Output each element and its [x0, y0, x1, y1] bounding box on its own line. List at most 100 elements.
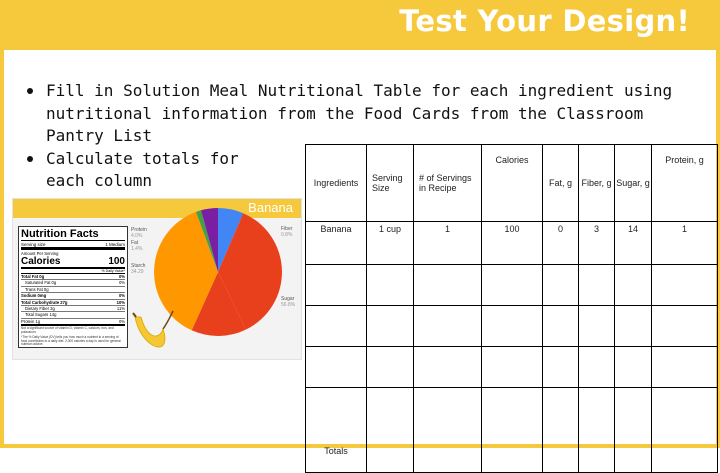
servings-cell[interactable]: 1 — [413, 221, 482, 265]
serving-size-row: Serving size 1 Medium — [21, 242, 125, 250]
table-cell[interactable] — [578, 346, 615, 388]
totals-label: Totals — [305, 387, 367, 473]
table-cell[interactable] — [542, 264, 579, 306]
macro-pie-chart — [132, 208, 282, 348]
total-cell[interactable] — [366, 387, 414, 473]
table-row: Banana 1 cup 1 100 0 3 14 1 — [305, 221, 718, 265]
nutrient-rows: Total Fat 0g 0% Saturated Fat 0g 0% Trans Fa… — [19, 274, 127, 327]
nutrient-label: Sodium 0mg — [21, 293, 47, 299]
table-cell[interactable] — [651, 264, 718, 306]
total-cell[interactable] — [481, 387, 543, 473]
totals-row: Totals — [305, 387, 718, 473]
nutrient-dv: 0% — [118, 293, 125, 299]
header-cell: Serving Size — [366, 144, 414, 222]
instruction-list: Fill in Solution Meal Nutritional Table … — [24, 80, 704, 193]
table-cell[interactable] — [481, 346, 543, 388]
table-cell[interactable] — [578, 264, 615, 306]
table-cell[interactable] — [305, 305, 367, 347]
pie-slice-sugar — [218, 213, 282, 330]
header-cell: # of Servings in Recipe — [413, 144, 482, 222]
table-cell[interactable] — [366, 305, 414, 347]
nutrient-row: Total Sugars 14g — [21, 312, 125, 319]
protein-cell[interactable]: 1 — [651, 221, 718, 265]
daily-value-header: % Daily Value* — [21, 269, 125, 274]
serving-size-cell[interactable]: 1 cup — [366, 221, 414, 265]
serving-size-value: 1 Medium — [105, 242, 125, 247]
instruction-text: Fill in Solution Meal Nutritional Table … — [46, 81, 673, 145]
pie-label-protein: Protein 4.0% — [131, 227, 147, 239]
nutrition-footnote: Not a significant source of vitamin D, v… — [21, 326, 114, 335]
table-cell[interactable] — [305, 346, 367, 388]
total-cell[interactable] — [578, 387, 615, 473]
header-cell: Sugar, g — [614, 144, 652, 222]
table-cell[interactable] — [651, 305, 718, 347]
food-card: Banana Nutrition Facts Serving size 1 Me… — [12, 198, 302, 360]
table-cell[interactable] — [651, 346, 718, 388]
pie-slice-protein — [196, 210, 218, 272]
pie-label-fat: Fat 1.4% — [131, 240, 143, 252]
nutrient-label: Saturated Fat 0g — [25, 280, 57, 286]
nutrient-dv: 0% — [118, 280, 125, 286]
pie-label-fiber: Fiber 0.8% — [281, 226, 293, 238]
header-cell: Protein, g — [651, 144, 718, 222]
nutrient-row: Dietary Fiber 3g 11% — [21, 306, 125, 313]
ingredient-cell[interactable]: Banana — [305, 221, 367, 265]
nutrient-dv: 0% — [118, 318, 125, 324]
sugar-cell[interactable]: 14 — [614, 221, 652, 265]
nutrition-table: Ingredients Serving Size # of Servings i… — [305, 144, 718, 473]
total-cell[interactable] — [413, 387, 482, 473]
nutrient-label: Total Fat 0g — [21, 274, 45, 279]
fiber-cell[interactable]: 3 — [578, 221, 615, 265]
instruction-item: Calculate totals for each column — [24, 148, 276, 193]
nutrition-facts-title: Nutrition Facts — [21, 229, 125, 241]
total-cell[interactable] — [651, 387, 718, 473]
nutrient-label: Dietary Fiber 3g — [25, 306, 55, 312]
nutrient-row: Total Fat 0g 0% — [21, 274, 125, 281]
calories-row: Calories 100 — [21, 256, 125, 269]
header-cell: Ingredients — [305, 144, 367, 222]
table-header-row: Ingredients Serving Size # of Servings i… — [305, 144, 718, 222]
total-cell[interactable] — [542, 387, 579, 473]
table-cell[interactable] — [542, 305, 579, 347]
table-cell[interactable] — [614, 305, 652, 347]
table-cell[interactable] — [366, 346, 414, 388]
table-row — [305, 264, 718, 306]
instruction-item: Fill in Solution Meal Nutritional Table … — [24, 80, 704, 148]
table-cell[interactable] — [366, 264, 414, 306]
nutrient-label: Protein 1g — [21, 318, 41, 324]
nutrient-row: Saturated Fat 0g 0% — [21, 280, 125, 287]
instruction-text: Calculate totals for each column — [46, 148, 239, 191]
pie-slice-fiber — [218, 208, 244, 272]
pie-slice-starch — [154, 211, 218, 331]
nutrient-row: Protein 1g 0% — [21, 318, 125, 327]
title-bar: Test Your Design! — [0, 0, 720, 50]
table-row — [305, 346, 718, 388]
pie-slice-fat — [201, 208, 218, 272]
nutrient-row: Sodium 0mg 0% — [21, 293, 125, 300]
slide-title: Test Your Design! — [399, 4, 690, 38]
pie-label-starch: Starch 34.29 — [131, 263, 146, 275]
table-cell[interactable] — [413, 264, 482, 306]
total-cell[interactable] — [614, 387, 652, 473]
bullet-icon — [27, 155, 33, 162]
table-row — [305, 305, 718, 347]
nutrient-label: Total Carbohydrate 27g — [21, 299, 68, 305]
bullet-icon — [27, 88, 33, 94]
table-cell[interactable] — [481, 305, 543, 347]
header-cell: Calories — [481, 144, 543, 222]
table-cell[interactable] — [413, 305, 482, 347]
table-cell[interactable] — [481, 264, 543, 306]
table-cell[interactable] — [305, 264, 367, 306]
table-cell[interactable] — [578, 305, 615, 347]
table-cell[interactable] — [614, 264, 652, 306]
nutrition-facts-label: Nutrition Facts Serving size 1 Medium Am… — [18, 226, 128, 348]
table-cell[interactable] — [614, 346, 652, 388]
table-cell[interactable] — [413, 346, 482, 388]
nutrient-dv: 0% — [118, 274, 125, 279]
pie-chart — [154, 208, 282, 336]
calories-value: 100 — [108, 256, 125, 267]
nutrient-row: Total Carbohydrate 27g 10% — [21, 299, 125, 307]
fat-cell[interactable]: 0 — [542, 221, 579, 265]
table-cell[interactable] — [542, 346, 579, 388]
calories-cell[interactable]: 100 — [481, 221, 543, 265]
